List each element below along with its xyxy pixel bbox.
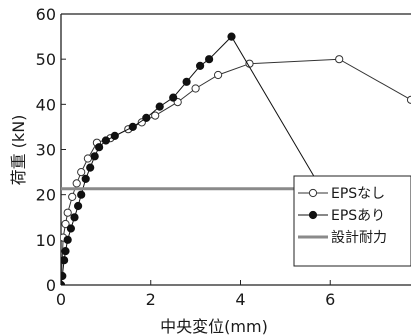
series-2-point bbox=[95, 143, 104, 152]
series-2-point bbox=[182, 77, 191, 86]
series-2-point bbox=[63, 235, 72, 244]
legend-label: EPSあり bbox=[331, 208, 385, 224]
x-tick-label: 6 bbox=[325, 290, 335, 309]
series-2-point bbox=[66, 224, 76, 233]
series-1-point bbox=[61, 219, 70, 229]
y-tick-label: 0 bbox=[46, 276, 56, 295]
y-tick-label: 40 bbox=[36, 95, 56, 114]
legend-box bbox=[293, 175, 411, 267]
series-2-point bbox=[61, 271, 67, 281]
series-1-point bbox=[77, 168, 86, 177]
series-1-point bbox=[72, 179, 81, 188]
series-1-point bbox=[83, 154, 93, 163]
series-1-point bbox=[406, 95, 411, 104]
series-2-point bbox=[86, 163, 95, 172]
series-1-point bbox=[191, 84, 200, 93]
series-1-point bbox=[63, 208, 72, 217]
tick-labels: 0 10 20 30 40 50 60 0 2 4 6 bbox=[36, 5, 336, 309]
series-1-point bbox=[151, 111, 160, 120]
series-2-point bbox=[77, 190, 86, 199]
series-2-point bbox=[227, 32, 236, 41]
series-1-point bbox=[335, 55, 344, 64]
series-2-point bbox=[128, 122, 137, 132]
series-2-point bbox=[90, 152, 99, 161]
series-2-point bbox=[70, 213, 79, 222]
x-tick-label: 0 bbox=[56, 290, 66, 309]
series-2-point bbox=[61, 247, 70, 256]
series-2-point bbox=[205, 55, 214, 64]
y-tick-label: 10 bbox=[36, 231, 56, 250]
series-2-point bbox=[110, 131, 119, 140]
series-2-point bbox=[196, 61, 205, 71]
series-2-point bbox=[74, 201, 83, 211]
y-tick-label: 60 bbox=[36, 5, 56, 24]
y-axis-label: 荷重 (kN) bbox=[9, 115, 28, 186]
series-2-point bbox=[169, 93, 178, 102]
y-tick-label: 30 bbox=[36, 141, 56, 160]
legend-swatch-marker bbox=[308, 188, 318, 198]
series-2-point bbox=[61, 256, 69, 265]
legend-label: EPSなし bbox=[331, 186, 385, 202]
series-2-point bbox=[155, 102, 164, 111]
y-tick-label: 50 bbox=[36, 50, 56, 69]
series-2-point bbox=[61, 280, 66, 285]
series-1-point bbox=[214, 70, 223, 80]
x-tick-label: 2 bbox=[146, 290, 156, 309]
legend-swatch-marker bbox=[308, 210, 318, 220]
series-2-line bbox=[61, 35, 318, 285]
y-tick-label: 20 bbox=[36, 186, 56, 205]
series-2-point bbox=[81, 174, 90, 183]
x-tick-label: 4 bbox=[235, 290, 245, 309]
series-1-point bbox=[68, 192, 77, 201]
x-axis-label: 中央変位(mm) bbox=[160, 317, 268, 335]
legend-label: 設計耐力 bbox=[331, 230, 387, 246]
series-2-point bbox=[101, 136, 111, 145]
series-2-point bbox=[142, 113, 151, 123]
